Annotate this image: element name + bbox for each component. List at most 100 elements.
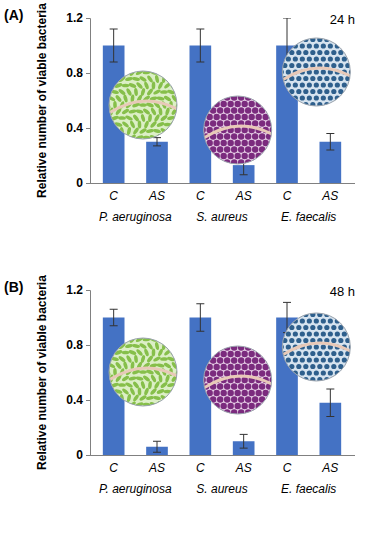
inset-cell bbox=[296, 351, 301, 356]
inset-cell bbox=[234, 101, 240, 107]
inset-cell bbox=[317, 50, 322, 55]
inset-cell bbox=[116, 133, 120, 141]
inset-cell bbox=[273, 120, 279, 126]
inset-cell bbox=[321, 370, 326, 375]
inset-cell bbox=[269, 153, 275, 159]
inset-cell bbox=[160, 357, 168, 361]
inset-cell bbox=[238, 146, 244, 152]
error-bar bbox=[110, 29, 118, 62]
inset-cell bbox=[140, 114, 146, 123]
inset-cell bbox=[248, 140, 254, 146]
inset-cell bbox=[286, 82, 291, 87]
tick: C bbox=[109, 461, 118, 475]
tick: 0.4 bbox=[66, 121, 90, 135]
y-axis: 00.40.81.2 bbox=[66, 283, 90, 462]
tick-label: AS bbox=[148, 461, 165, 475]
tick: 0 bbox=[76, 448, 90, 462]
inset-cell bbox=[317, 351, 322, 356]
inset-cell bbox=[324, 50, 329, 55]
inset-cell bbox=[125, 343, 134, 348]
tick: C bbox=[283, 189, 292, 203]
inset-cell bbox=[121, 108, 130, 115]
inset-cell bbox=[217, 133, 223, 139]
tick: AS bbox=[321, 189, 338, 203]
inset-cell bbox=[282, 37, 287, 42]
inset-cell bbox=[321, 357, 326, 362]
inset-cell bbox=[213, 364, 219, 370]
inset-cell bbox=[134, 88, 139, 96]
inset-cell bbox=[273, 396, 279, 402]
inset-cell bbox=[125, 355, 132, 364]
inset-cell bbox=[352, 338, 357, 343]
inset-cell bbox=[345, 312, 350, 317]
inset-cell bbox=[345, 50, 350, 55]
inset-cell bbox=[303, 338, 308, 343]
tick-mark bbox=[86, 345, 90, 346]
inset-cell bbox=[231, 344, 237, 350]
inset-cell bbox=[262, 153, 268, 159]
inset-cell bbox=[149, 387, 157, 395]
inset-cell bbox=[106, 75, 111, 83]
inset-cell bbox=[122, 84, 130, 88]
inset-background bbox=[204, 96, 272, 164]
inset-cell bbox=[266, 94, 272, 100]
inset-border bbox=[204, 346, 272, 414]
inset-cell bbox=[331, 89, 336, 94]
inset-cell bbox=[273, 370, 279, 376]
inset-cell bbox=[349, 43, 354, 48]
inset-cell bbox=[245, 357, 251, 363]
inset-cell bbox=[224, 133, 230, 139]
y-axis-title: Relative number of viable bacteria bbox=[35, 3, 49, 198]
inset-cell bbox=[273, 344, 279, 350]
inset-cell bbox=[176, 127, 181, 135]
inset-cell bbox=[255, 114, 261, 120]
inset-cell bbox=[146, 396, 154, 401]
inset-cell bbox=[158, 107, 163, 115]
inset-cell bbox=[248, 351, 254, 357]
inset-illustration bbox=[104, 68, 186, 142]
inset-cells bbox=[279, 312, 358, 382]
inset-cell bbox=[293, 357, 298, 362]
tick: C bbox=[196, 461, 205, 475]
inset-cell bbox=[314, 82, 319, 87]
panel-label: (A) bbox=[4, 7, 23, 23]
inset-cell bbox=[289, 338, 294, 343]
inset-cell bbox=[206, 403, 212, 409]
inset-cell bbox=[153, 128, 162, 133]
tick-label: 1.2 bbox=[66, 283, 83, 297]
inset-cell bbox=[338, 37, 343, 42]
inset-cell bbox=[238, 107, 244, 113]
inset-cell bbox=[349, 331, 354, 336]
tick-label: C bbox=[196, 189, 205, 203]
tick-label: AS bbox=[321, 461, 338, 475]
inset-cell bbox=[227, 364, 233, 370]
tick-mark bbox=[86, 18, 90, 19]
inset-cell bbox=[352, 50, 357, 55]
inset-cell bbox=[132, 344, 140, 349]
inset-cell bbox=[324, 351, 329, 356]
inset-cell bbox=[234, 140, 240, 146]
inset-cell bbox=[349, 95, 354, 100]
inset-cell bbox=[206, 101, 212, 107]
inset-cell bbox=[279, 69, 284, 74]
inset-cell bbox=[160, 114, 169, 122]
inset-cell bbox=[227, 351, 233, 357]
inset-cell bbox=[331, 50, 336, 55]
inset-cell bbox=[199, 377, 205, 383]
inset-cell bbox=[178, 335, 184, 344]
inset-cell bbox=[172, 335, 176, 343]
inset-cell bbox=[300, 370, 305, 375]
inset-cell bbox=[156, 363, 164, 368]
inset-cell bbox=[199, 101, 205, 107]
inset-cell bbox=[269, 101, 275, 107]
inset-cell bbox=[279, 56, 284, 61]
error-bar bbox=[153, 441, 161, 452]
inset-cell bbox=[273, 133, 279, 139]
inset-cell bbox=[303, 325, 308, 330]
tick: AS bbox=[235, 461, 252, 475]
inset-cell bbox=[286, 43, 291, 48]
inset-cell bbox=[352, 312, 357, 317]
inset-cell bbox=[210, 409, 216, 415]
inset-cell bbox=[248, 390, 254, 396]
inset-cell bbox=[282, 377, 287, 382]
